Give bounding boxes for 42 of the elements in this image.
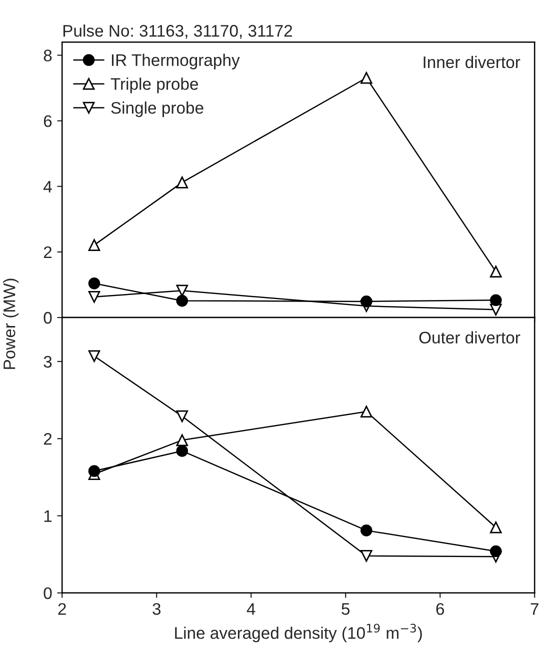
point — [176, 410, 188, 422]
y-tick-label: 3 — [44, 356, 52, 368]
point — [88, 290, 100, 303]
x-tick-label: 3 — [152, 603, 160, 615]
annotation: Outer divertor — [419, 331, 520, 344]
annotation: Inner divertor — [424, 56, 520, 68]
chart-title: Pulse No: 31163, 31170, 31172 — [63, 24, 292, 39]
point — [176, 434, 188, 446]
point — [176, 294, 188, 307]
y-tick-label: 0 — [44, 587, 52, 600]
point — [360, 524, 372, 536]
x-axis-title: Line averaged density (10$^{19}$ m$^{−3}$) — [175, 624, 422, 642]
y-tick-label: 0 — [44, 312, 52, 324]
x-tick-label: 4 — [246, 603, 256, 615]
x-tick-label: 6 — [436, 603, 444, 615]
y-tick-label: 2 — [44, 246, 52, 258]
x-tick-label: 5 — [342, 603, 350, 615]
point — [490, 545, 502, 558]
point — [360, 296, 372, 308]
point — [88, 239, 100, 251]
legend-label: IR Thermography — [112, 54, 240, 70]
point — [490, 266, 502, 278]
y-tick-label: 2 — [44, 433, 52, 445]
y-axis-title: Power (MW) — [3, 278, 19, 369]
point — [360, 72, 372, 84]
point — [176, 176, 188, 188]
point — [360, 550, 372, 562]
point — [88, 278, 100, 290]
point — [360, 406, 372, 418]
point — [176, 445, 188, 457]
legend-label: Triple probe — [110, 78, 198, 94]
x-tick-label: 7 — [530, 603, 538, 615]
y-tick-label: 6 — [44, 115, 52, 128]
point — [490, 521, 502, 534]
y-tick-label: 8 — [44, 50, 52, 62]
point — [490, 294, 502, 306]
y-tick-label: 1 — [44, 510, 52, 522]
x-tick-label: 2 — [58, 603, 66, 615]
point — [88, 465, 100, 477]
y-tick-label: 4 — [43, 180, 52, 192]
point — [88, 350, 100, 362]
legend-label: Single probe — [111, 102, 204, 118]
